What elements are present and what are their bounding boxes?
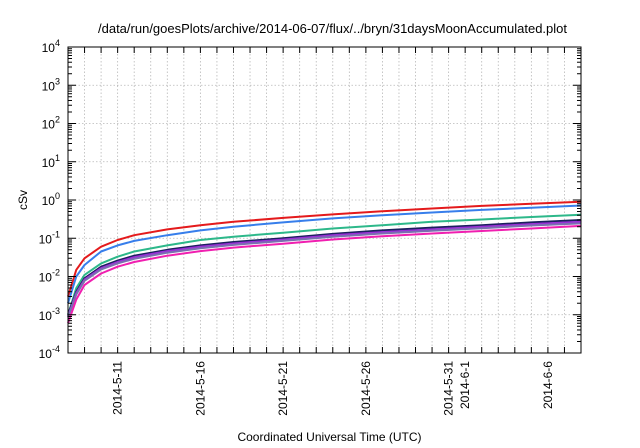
series-line [67, 204, 582, 304]
series-line [67, 219, 582, 316]
x-tick-label: 2014-5-31 [442, 361, 456, 416]
x-tick-label: 2014-5-16 [193, 361, 207, 416]
x-axis-label: Coordinated Universal Time (UTC) [237, 430, 421, 444]
y-tick-label: 103 [42, 76, 60, 93]
x-tick-label: 2014-5-26 [359, 361, 373, 416]
series-line [67, 224, 582, 324]
y-tick-label: 10-3 [39, 306, 60, 323]
y-tick-label: 102 [42, 115, 60, 132]
y-axis-label: cSv [16, 190, 30, 210]
x-tick-label: 2014-6-1 [458, 361, 472, 409]
x-tick-label: 2014-5-21 [276, 361, 290, 416]
series-line [67, 200, 582, 297]
series-line [67, 213, 582, 316]
y-tick-label: 100 [42, 191, 60, 208]
y-tick-label: 101 [42, 153, 60, 170]
y-tick-label: 10-4 [39, 344, 60, 361]
chart-title: /data/run/goesPlots/archive/2014-06-07/f… [98, 21, 567, 36]
y-tick-label: 104 [42, 38, 60, 55]
series-layer [67, 200, 582, 324]
y-tick-label: 10-1 [39, 229, 60, 246]
x-tick-label: 2014-5-11 [111, 361, 125, 415]
x-tick-label: 2014-6-6 [541, 361, 555, 409]
tick-layer: 10-4 10-3 10-2 10-1 100 101 102 103 104 2014-5-11… [39, 38, 581, 416]
y-tick-label: 10-2 [39, 268, 60, 285]
series-line [67, 222, 582, 318]
